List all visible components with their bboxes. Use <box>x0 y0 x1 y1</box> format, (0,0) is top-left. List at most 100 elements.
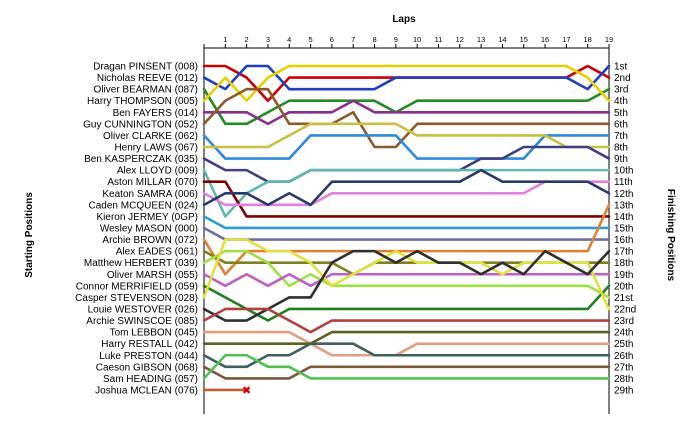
finishing-position-label: 3rd <box>614 85 628 96</box>
finishing-position-label: 24th <box>614 328 633 339</box>
starting-position-label: Connor MERRIFIELD (059) <box>76 281 198 292</box>
series-line <box>202 64 611 91</box>
y-axis-title-right: Finishing Positions <box>665 189 676 282</box>
series-line <box>202 64 611 103</box>
x-tick-label: 9 <box>394 35 398 44</box>
x-tick-label: 5 <box>308 35 312 44</box>
series-line <box>202 180 611 218</box>
finishing-position-label: 2nd <box>614 73 631 84</box>
x-tick-label: 15 <box>520 35 528 44</box>
starting-position-label: Oliver MARSH (055) <box>107 270 198 281</box>
series-line <box>202 180 611 207</box>
finishing-position-label: 18th <box>614 258 633 269</box>
finishing-position-label: 13th <box>614 200 633 211</box>
finishing-position-label: 8th <box>614 142 628 153</box>
finishing-position-label: 26th <box>614 351 633 362</box>
finishing-position-label: 28th <box>614 374 633 385</box>
starting-position-label: Archie SWINSCOE (085) <box>86 316 198 327</box>
x-tick-label: 12 <box>456 35 464 44</box>
series-line <box>202 122 611 149</box>
series-line <box>202 87 611 149</box>
x-tick-label: 19 <box>605 35 613 44</box>
starting-position-label: Archie BROWN (072) <box>102 235 198 246</box>
starting-position-label: Alex LLOYD (009) <box>117 166 198 177</box>
series-line <box>202 134 611 160</box>
series-line <box>202 64 611 103</box>
x-tick-label: 7 <box>351 35 355 44</box>
series-line <box>202 168 611 218</box>
starting-position-labels: Dragan PINSENT (008)Nicholas REEVE (012)… <box>75 62 198 397</box>
series-line <box>202 330 611 357</box>
finishing-position-label: 1st <box>614 62 628 73</box>
starting-position-label: Harry RESTALL (042) <box>101 339 198 350</box>
finishing-position-label: 19th <box>614 270 633 281</box>
finishing-position-label: 29th <box>614 385 633 396</box>
starting-position-label: Luke PRESTON (044) <box>99 351 198 362</box>
starting-position-label: Alex EADES (061) <box>116 247 198 258</box>
starting-position-label: Kieron JERMEY (0GP) <box>96 212 198 223</box>
series-line <box>202 249 611 322</box>
x-tick-label: 10 <box>413 35 421 44</box>
series-line <box>202 99 611 126</box>
x-tick-label: 18 <box>584 35 592 44</box>
series-lines <box>202 64 611 392</box>
x-tick-label: 8 <box>372 35 376 44</box>
series-line <box>202 145 611 183</box>
series-line <box>202 365 611 380</box>
starting-position-label: Casper STEVENSON (028) <box>75 293 198 304</box>
finishing-position-label: 20th <box>614 281 633 292</box>
x-axis-title: Laps <box>392 14 416 25</box>
starting-position-label: Caeson GIBSON (068) <box>96 362 198 373</box>
x-tick-label: 6 <box>330 35 334 44</box>
finishing-position-label: 6th <box>614 119 628 130</box>
x-tick-label: 13 <box>477 35 485 44</box>
x-tick-label: 14 <box>498 35 506 44</box>
finishing-position-label: 17th <box>614 247 633 258</box>
finishing-position-label: 7th <box>614 131 628 142</box>
finishing-position-label: 10th <box>614 166 633 177</box>
x-tick-label: 16 <box>541 35 549 44</box>
starting-position-label: Guy CUNNINGTON (052) <box>83 119 198 130</box>
finishing-position-label: 23rd <box>614 316 634 327</box>
finishing-position-label: 5th <box>614 108 628 119</box>
finishing-position-label: 9th <box>614 154 628 165</box>
starting-position-label: Harry THOMPSON (005) <box>87 96 198 107</box>
finishing-position-label: 12th <box>614 189 633 200</box>
finishing-position-label: 27th <box>614 362 633 373</box>
series-line <box>202 342 611 369</box>
starting-position-label: Wesley MASON (000) <box>100 223 198 234</box>
starting-position-label: Nicholas REEVE (012) <box>97 73 198 84</box>
starting-position-label: Louie WESTOVER (026) <box>88 304 198 315</box>
finishing-position-label: 15th <box>614 223 633 234</box>
series-line <box>202 330 611 345</box>
series-line <box>202 307 611 334</box>
starting-position-label: Joshua MCLEAN (076) <box>95 385 198 396</box>
x-tick-label: 11 <box>435 35 443 44</box>
starting-position-label: Caden MCQUEEN (024) <box>89 200 198 211</box>
y-axis-title-left: Starting Positions <box>24 192 35 278</box>
x-tick-label: 1 <box>223 35 227 44</box>
x-tick-label: 17 <box>562 35 570 44</box>
x-tick-label: 2 <box>245 35 249 44</box>
finishing-position-label: 21st <box>614 293 633 304</box>
finishing-position-label: 16th <box>614 235 633 246</box>
finishing-position-label: 4th <box>614 96 628 107</box>
series-line <box>202 168 611 207</box>
finishing-position-label: 25th <box>614 339 633 350</box>
starting-position-label: Keaton SAMRA (006) <box>102 189 198 200</box>
series-line <box>202 226 611 241</box>
finishing-position-label: 11th <box>614 177 633 188</box>
starting-position-label: Ben KASPERCZAK (035) <box>84 154 198 165</box>
starting-position-label: Tom LEBBON (045) <box>110 328 198 339</box>
starting-position-label: Matthew HERBERT (039) <box>84 258 198 269</box>
finishing-position-labels: 1st2nd3rd4th5th6th7th8th9th10th11th12th1… <box>614 62 636 397</box>
series-line <box>202 215 611 230</box>
markers: ✖ <box>242 384 251 397</box>
x-tick-label: 4 <box>287 35 291 44</box>
series-line <box>202 87 611 126</box>
series-line <box>202 272 611 288</box>
starting-position-label: Aston MILLAR (070) <box>107 177 198 188</box>
starting-position-label: Sam HEADING (057) <box>103 374 198 385</box>
series-line <box>202 353 611 380</box>
